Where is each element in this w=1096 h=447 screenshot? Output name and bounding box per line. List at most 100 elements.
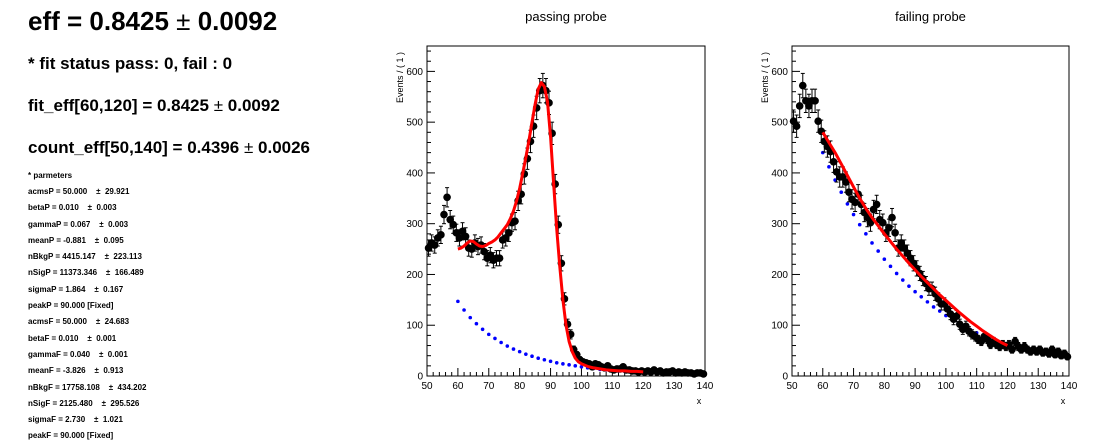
data-point <box>814 117 822 125</box>
y-tick-label: 600 <box>406 67 423 78</box>
fit-curve <box>821 131 1009 347</box>
data-point <box>443 193 451 202</box>
parameter-item: peakP = 90.000 [Fixed] <box>28 300 146 316</box>
background-point <box>845 202 850 206</box>
data-point <box>829 157 838 166</box>
y-tick-label: 500 <box>406 118 423 129</box>
parameter-name: acmsP = 50.000 <box>28 187 88 196</box>
data-point <box>1063 352 1072 361</box>
plot-frame <box>791 45 1070 377</box>
parameter-name: peakP = 90.000 [Fixed] <box>28 301 114 311</box>
background-point <box>870 241 874 245</box>
parameter-name: nBkgP = 4415.147 <box>28 252 96 262</box>
parameter-error: ± 0.167 <box>94 284 124 294</box>
count-efficiency: count_eff[50,140] = 0.4396 ± 0.0026 <box>28 138 310 158</box>
background-point <box>888 264 893 269</box>
x-tick-label: 50 <box>786 381 798 392</box>
y-tick-label: 500 <box>771 118 788 129</box>
data-point <box>798 81 807 90</box>
x-tick-label: 120 <box>999 381 1016 392</box>
parameter-item: peakF = 90.000 [Fixed] <box>28 430 146 446</box>
parameter-name: meanP = -0.881 <box>28 235 86 245</box>
parameter-error: ± 0.001 <box>98 349 128 359</box>
parameter-name: acmsF = 50.000 <box>28 317 87 327</box>
parameter-name: nSigF = 2125.480 <box>28 398 93 408</box>
data-point <box>885 223 893 232</box>
background-point <box>548 359 553 364</box>
parameter-name: gammaF = 0.040 <box>28 349 91 359</box>
parameter-item: meanP = -0.881 ± 0.095 <box>28 235 146 251</box>
background-point <box>474 321 479 326</box>
x-tick-label: 130 <box>666 381 683 392</box>
parameter-error: ± 0.095 <box>94 235 124 245</box>
background-point <box>456 299 460 304</box>
background-point <box>876 249 880 253</box>
data-point <box>888 213 896 222</box>
background-point <box>554 361 559 365</box>
background-point <box>857 222 862 227</box>
background-point <box>536 356 540 361</box>
background-point <box>542 357 547 362</box>
background-point <box>913 289 917 294</box>
plus-minus-symbol: ± <box>243 138 254 157</box>
background-point <box>499 340 503 345</box>
fit-eff-error: 0.0092 <box>227 96 280 115</box>
background-point <box>517 349 522 354</box>
parameter-name: betaF = 0.010 <box>28 333 79 343</box>
x-tick-label: 120 <box>635 381 652 392</box>
data-point <box>449 220 458 229</box>
parameter-error: ± 223.113 <box>104 252 142 262</box>
background-point <box>486 332 491 337</box>
background-point <box>462 308 466 312</box>
parameter-item: acmsF = 50.000 ± 24.683 <box>28 316 146 332</box>
background-point <box>925 300 930 304</box>
x-tick-label: 70 <box>848 381 860 392</box>
parameter-name: gammaP = 0.067 <box>28 219 91 229</box>
y-axis-label: Events / ( 1 ) <box>760 52 770 103</box>
parameter-error: ± 0.001 <box>87 333 117 343</box>
y-tick-label: 0 <box>417 372 423 383</box>
background-point <box>839 190 844 195</box>
x-tick-label: 140 <box>1061 381 1078 392</box>
x-axis-label: x <box>697 396 702 406</box>
data-point <box>872 200 881 209</box>
parameter-name: sigmaP = 1.864 <box>28 284 86 294</box>
fit-curve <box>457 81 644 374</box>
background-point <box>468 315 473 320</box>
x-tick-label: 140 <box>697 381 714 392</box>
parameter-name: betaP = 0.010 <box>28 203 79 213</box>
data-point <box>480 247 488 256</box>
parameter-error: ± 0.003 <box>99 219 129 229</box>
y-tick-label: 200 <box>406 270 423 281</box>
background-point <box>480 327 485 332</box>
parameter-error: ± 0.913 <box>94 366 124 376</box>
background-point <box>833 178 837 182</box>
x-tick-label: 90 <box>910 381 922 392</box>
passing-probe-chart: passing probe 50 60 70 80 90 100 110 120 130 140 0 1… <box>395 9 714 406</box>
y-axis-label: Events / ( 1 ) <box>395 52 405 103</box>
parameter-item: gammaF = 0.040 ± 0.001 <box>28 349 146 365</box>
background-point <box>505 344 510 348</box>
x-tick-label: 50 <box>421 381 433 392</box>
background-point <box>530 354 534 359</box>
background-point <box>511 347 516 351</box>
x-tick-label: 110 <box>969 381 985 392</box>
x-tick-label: 80 <box>879 381 891 392</box>
parameter-name: nBkgF = 17758.108 <box>28 382 100 392</box>
data-point <box>891 229 899 237</box>
data-point <box>699 370 708 378</box>
y-tick-label: 600 <box>771 67 788 78</box>
failing-probe-chart: failing probe 50 60 70 80 90 100 110 120 130 140 0 1… <box>760 9 1078 406</box>
data-point <box>495 254 504 263</box>
parameter-item: nSigF = 2125.480 ± 295.526 <box>28 398 146 414</box>
data-point <box>1008 345 1016 354</box>
y-tick-label: 400 <box>406 168 423 179</box>
data-point <box>845 188 853 197</box>
parameters-list: acmsP = 50.000 ± 29.921 betaP = 0.010 ± 0… <box>28 186 146 447</box>
y-tick-label: 0 <box>782 372 788 383</box>
x-tick-label: 100 <box>938 381 955 392</box>
background-point <box>894 271 899 276</box>
background-point <box>567 363 571 367</box>
plus-minus-symbol: ± <box>176 6 191 36</box>
x-axis-label: x <box>1061 396 1066 406</box>
